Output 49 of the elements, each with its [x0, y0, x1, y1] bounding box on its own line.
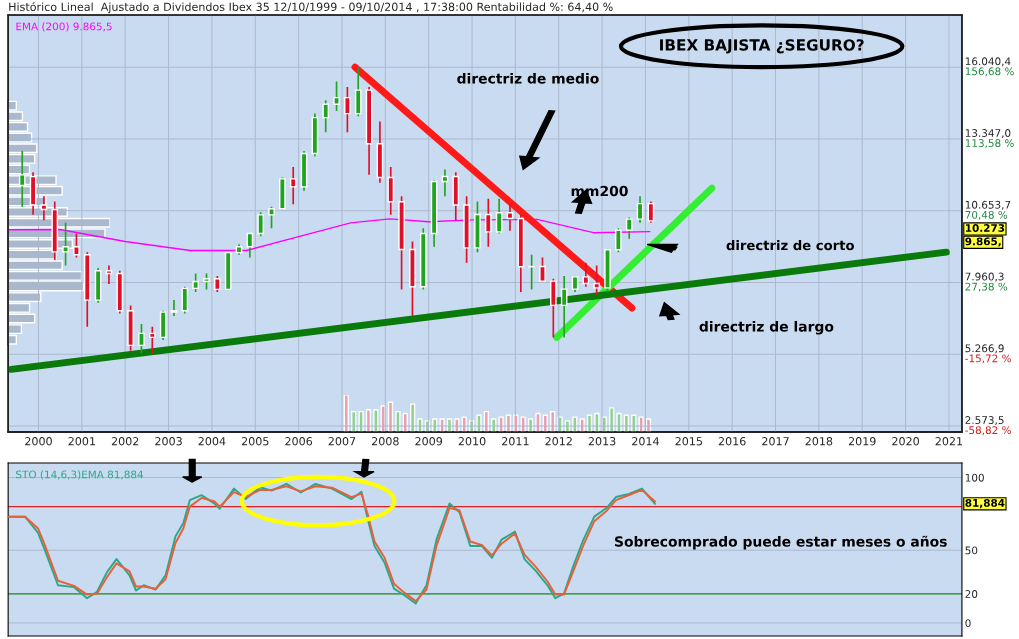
x-tick-label: 2008: [372, 437, 399, 446]
text: 10.273: [965, 224, 1005, 232]
x-tick-label: 2006: [285, 437, 313, 446]
text: STO (14,6,3)EMA 81,884: [16, 470, 144, 480]
chart-title: Histórico Lineal Ajustado a Dividendos Ibex 35 12/10/1999 - 09/10/2014 , 17:38:00 Rentabilidad %: 64,40 %: [9, 1, 613, 14]
annotation: IBEX BAJISTA ¿SEGURO?: [660, 39, 864, 54]
y-tick-label: 10.653,7: [965, 200, 1011, 210]
x-tick-label: 2014: [632, 437, 659, 446]
annotation: directriz de medio: [457, 72, 599, 84]
x-tick-label: 2013: [588, 437, 616, 446]
y2-tick-label: 70,48 %: [965, 210, 1008, 220]
x-tick-label: 2009: [415, 437, 443, 446]
annotation: directriz de corto: [726, 240, 854, 251]
y2-tick-label: -15,72 %: [965, 354, 1011, 364]
x-tick-label: 2005: [241, 437, 269, 446]
annotation: directriz de largo: [699, 320, 834, 335]
y-tick-label: 7.960,3: [965, 272, 1004, 282]
x-tick-label: 2003: [155, 437, 182, 446]
y-tick-label: 2.573,5: [965, 416, 1004, 426]
y-tick-label: 13.347,0: [965, 129, 1011, 139]
y-tick-label: 5.266,9: [965, 344, 1004, 354]
text: 9.865,: [965, 237, 1001, 247]
x-tick-label: 2012: [545, 437, 572, 446]
x-tick-label: 2021: [935, 437, 963, 446]
y-tick-label: 16.040,4: [965, 57, 1011, 67]
x-tick-label: 2015: [675, 437, 702, 446]
x-tick-label: 2020: [892, 437, 919, 446]
annotation: Sobrecomprado puede estar meses o años: [614, 535, 947, 550]
x-tick-label: 2011: [502, 437, 529, 446]
x-tick-label: 2016: [718, 437, 746, 446]
y2-tick-label: 156,68 %: [965, 67, 1014, 77]
y-tick-label: 20: [965, 590, 978, 598]
x-tick-label: 2018: [805, 437, 833, 446]
text: EMA (200) 9.865,5: [16, 22, 112, 32]
x-tick-label: 2000: [25, 437, 52, 446]
x-tick-label: 2004: [198, 437, 226, 446]
x-tick-label: 2001: [68, 437, 95, 446]
y2-tick-label: 27,38 %: [965, 282, 1008, 292]
y2-tick-label: -58,82 %: [965, 426, 1011, 436]
x-tick-label: 2007: [328, 437, 356, 446]
y-tick-label: 0: [965, 619, 971, 628]
x-tick-label: 2017: [762, 437, 789, 446]
y-tick-label: 100: [965, 473, 984, 482]
x-tick-label: 2019: [848, 437, 876, 446]
y2-tick-label: 113,58 %: [965, 139, 1014, 149]
x-tick-label: 2010: [458, 437, 486, 446]
text: 81,884: [965, 498, 1005, 509]
x-tick-label: 2002: [111, 437, 139, 446]
y-tick-label: 50: [965, 546, 978, 555]
